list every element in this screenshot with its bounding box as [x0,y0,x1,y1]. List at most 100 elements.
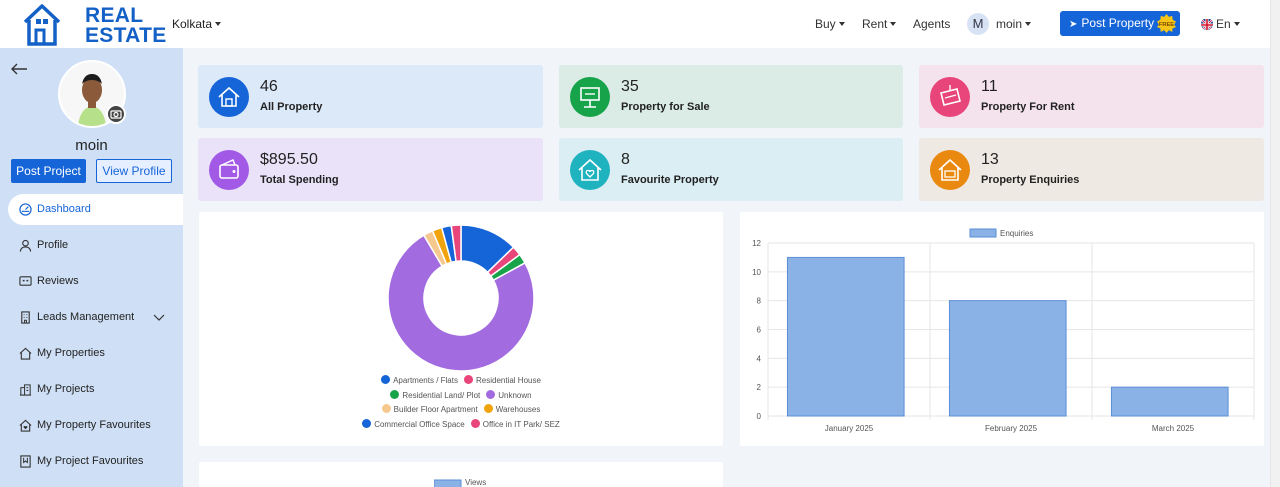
legend-item[interactable]: Unknown [486,389,532,400]
doughnut-slice-8[interactable] [450,224,462,263]
legend-item[interactable]: Warehouses [483,404,540,414]
uk-flag-icon[interactable] [1201,18,1213,30]
user-avatar[interactable]: M [967,13,989,35]
back-arrow-icon[interactable] [10,62,28,76]
card-label: Property for Sale [621,101,710,113]
dashboard-icon [19,203,32,216]
sidebar-item-label: Leads Management [37,311,135,323]
legend-item[interactable]: Apartments / Flats [381,375,458,385]
house-enquiry-icon [930,150,970,190]
sidebar-item-profile[interactable]: Profile [0,230,183,266]
sidebar-item-leads-management[interactable]: Leads Management [0,302,183,338]
pointer-icon: ➤ [1069,19,1078,30]
logo-line-2: ESTATE [85,24,167,47]
card-favourite-property[interactable]: 8 Favourite Property [559,138,903,201]
views-legend-swatch [434,479,462,487]
views-chart-panel: Views [199,462,723,487]
sale-sign-icon [570,77,610,117]
user-menu[interactable]: moin [996,17,1031,31]
post-property-button[interactable]: ➤ Post Property FREE [1060,11,1180,36]
legend-swatch [483,404,493,413]
legend-label: Residential House [475,376,541,385]
property-type-doughnut-chart [387,224,535,372]
bar-1[interactable] [786,256,905,417]
legend-swatch [390,389,400,399]
home-heart-icon [19,419,32,432]
y-tick-label: 8 [757,297,762,306]
x-tick-label: January 2025 [825,424,874,433]
enquiries-bar-chart: Enquiries 0 2 4 6 8 10 12 January 2025 February 2… [752,228,1255,433]
views-legend-label: Views [465,478,487,487]
card-value: $895.50 [260,151,318,168]
legend-label: Residential Land/ Plot [402,390,481,400]
y-tick-label: 10 [752,268,761,277]
legend-row: Commercial Office Space Office in IT Park… [199,418,723,429]
legend-swatch [463,375,473,384]
home-icon [19,347,32,360]
legend-swatch [470,418,480,428]
sidebar-item-label: Dashboard [37,203,91,215]
y-tick-label: 12 [752,239,761,248]
y-tick-label: 0 [757,412,762,421]
svg-text:FREE: FREE [1159,22,1174,28]
page-scrollbar[interactable] [1270,0,1280,487]
y-tick-label: 2 [757,383,762,392]
legend-label: Enquiries [1000,229,1033,238]
nav-agents[interactable]: Agents [913,17,951,31]
legend-row: Residential Land/ Plot Unknown [199,389,723,400]
legend-swatch [969,228,997,238]
card-value: 13 [981,151,999,168]
real-estate-logo[interactable]: REAL ESTATE [22,2,166,46]
legend-label: Commercial Office Space [374,419,465,429]
house-logo-icon [23,4,61,46]
doughnut-slice-4[interactable] [387,234,535,372]
post-property-label: Post Property [1081,16,1155,30]
chevron-down-icon[interactable] [153,311,165,323]
bar-3[interactable] [1110,386,1229,417]
top-header: REAL ESTATE Kolkata Buy Rent Agents M mo… [0,0,1270,48]
sidebar-item-my-property-favourites[interactable]: My Property Favourites [0,410,183,446]
card-total-spending[interactable]: $895.50 Total Spending [198,138,543,201]
sidebar-item-label: My Properties [37,347,105,359]
sidebar-item-my-project-favourites[interactable]: My Project Favourites [0,446,183,482]
card-all-property[interactable]: 46 All Property [198,65,543,128]
logo-line-1: REAL [85,4,144,27]
sidebar-menu: Dashboard Profile Reviews Leads Manageme… [0,194,183,482]
nav-rent[interactable]: Rent [862,17,896,31]
city-selector[interactable]: Kolkata [172,17,221,31]
sidebar-item-my-projects[interactable]: My Projects [0,374,183,410]
user-icon [19,239,32,252]
sidebar-item-my-properties[interactable]: My Properties [0,338,183,374]
legend-item[interactable]: Residential House [463,375,541,385]
post-project-button[interactable]: Post Project [11,159,86,183]
language-selector[interactable]: En [1216,17,1240,31]
view-profile-button[interactable]: View Profile [96,159,172,183]
legend-swatch [362,418,372,428]
profile-photo [58,60,126,128]
y-tick-label: 6 [757,326,762,335]
legend-item[interactable]: Residential Land/ Plot [390,389,481,400]
legend-item[interactable]: Builder Floor Apartment [381,404,478,414]
legend-row: Builder Floor Apartment Warehouses [199,404,723,414]
property-type-chart-panel: Apartments / Flats Residential House Resid… [199,212,723,446]
sidebar-item-reviews[interactable]: Reviews [0,266,183,302]
bar-2[interactable] [948,300,1067,417]
nav-buy[interactable]: Buy [815,17,845,31]
card-property-for-rent[interactable]: 11 Property For Rent [919,65,1264,128]
card-property-for-sale[interactable]: 35 Property for Sale [559,65,903,128]
bookmark-icon [20,455,31,468]
sidebar-item-dashboard[interactable]: Dashboard [8,194,183,225]
sidebar-username: moin [75,137,108,154]
logo-text: REAL ESTATE [85,4,167,47]
legend-label: Office in IT Park/ SEZ [482,419,560,429]
rent-sign-icon [930,77,970,117]
card-value: 46 [260,78,278,95]
legend-item[interactable]: Office in IT Park/ SEZ [470,418,560,429]
legend-item[interactable]: Commercial Office Space [362,418,465,429]
card-property-enquiries[interactable]: 13 Property Enquiries [919,138,1264,201]
legend-label: Unknown [498,390,532,400]
building-icon [21,311,30,324]
sidebar-item-label: My Project Favourites [37,455,144,467]
card-value: 8 [621,151,630,168]
camera-icon[interactable] [106,104,126,124]
